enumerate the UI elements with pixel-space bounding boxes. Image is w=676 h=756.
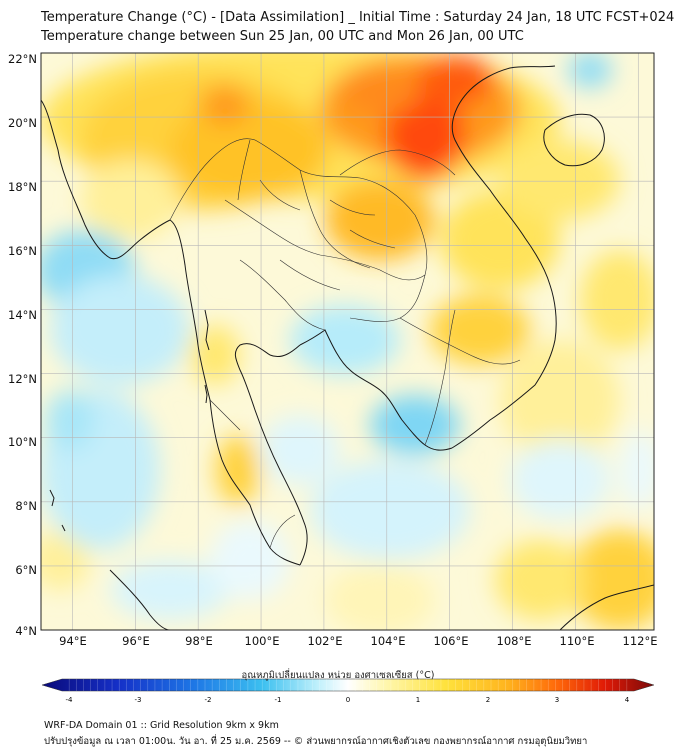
colorbar-tick: -4: [66, 696, 74, 704]
lat-label: 12°N: [8, 372, 37, 386]
colorbar: -4 -3 -2 -1 0 1 2 3 4: [41, 678, 655, 704]
map-subtitle: Temperature change between Sun 25 Jan, 0…: [41, 29, 524, 44]
lon-label: 96°E: [122, 634, 150, 648]
footer-model-info: WRF-DA Domain 01 :: Grid Resolution 9km …: [44, 720, 279, 731]
lat-label: 6°N: [15, 563, 37, 577]
footer-update-info: ปรับปรุงข้อมูล ณ เวลา 01:00น. วัน อา. ที…: [44, 736, 588, 747]
graticule: [41, 53, 654, 630]
lon-label: 98°E: [185, 634, 213, 648]
colorbar-tick: 0: [346, 696, 350, 704]
map-frame: [40, 52, 655, 631]
admin-borders: [169, 138, 521, 549]
colorbar-tick: -3: [135, 696, 142, 704]
lat-label: 22°N: [8, 52, 37, 66]
colorbar-tick: 2: [486, 696, 490, 704]
lat-label: 18°N: [8, 180, 37, 194]
latitude-axis: 22°N 20°N 18°N 16°N 14°N 12°N 10°N 8°N 6…: [8, 52, 37, 638]
map-title: Temperature Change (°C) - [Data Assimila…: [41, 10, 675, 25]
colorbar-tick: 4: [625, 696, 630, 704]
lon-label: 110°E: [560, 634, 595, 648]
lon-label: 100°E: [245, 634, 280, 648]
lon-label: 108°E: [497, 634, 532, 648]
colorbar-tick: -1: [275, 696, 282, 704]
colorbar-gradient: [41, 678, 655, 692]
colorbar-tick: 3: [555, 696, 559, 704]
lon-label: 102°E: [308, 634, 343, 648]
lat-label: 10°N: [8, 435, 37, 449]
lat-label: 4°N: [15, 624, 37, 638]
lat-label: 20°N: [8, 116, 37, 130]
lat-label: 8°N: [15, 499, 37, 513]
colorbar-tick: 1: [416, 696, 420, 704]
temperature-field: [41, 53, 654, 630]
colorbar-label: อุณหภูมิเปลี่ยนแปลง หน่วย องศาเซลเซียส (…: [241, 670, 435, 681]
lat-label: 16°N: [8, 244, 37, 258]
longitude-axis: 94°E 96°E 98°E 100°E 102°E 104°E 106°E 1…: [59, 634, 657, 648]
lon-label: 112°E: [623, 634, 658, 648]
lon-label: 106°E: [434, 634, 469, 648]
colorbar-ticks: -4 -3 -2 -1 0 1 2 3 4: [66, 696, 630, 704]
lon-label: 94°E: [59, 634, 87, 648]
lat-label: 14°N: [8, 308, 37, 322]
lon-label: 104°E: [371, 634, 406, 648]
colorbar-tick: -2: [205, 696, 212, 704]
